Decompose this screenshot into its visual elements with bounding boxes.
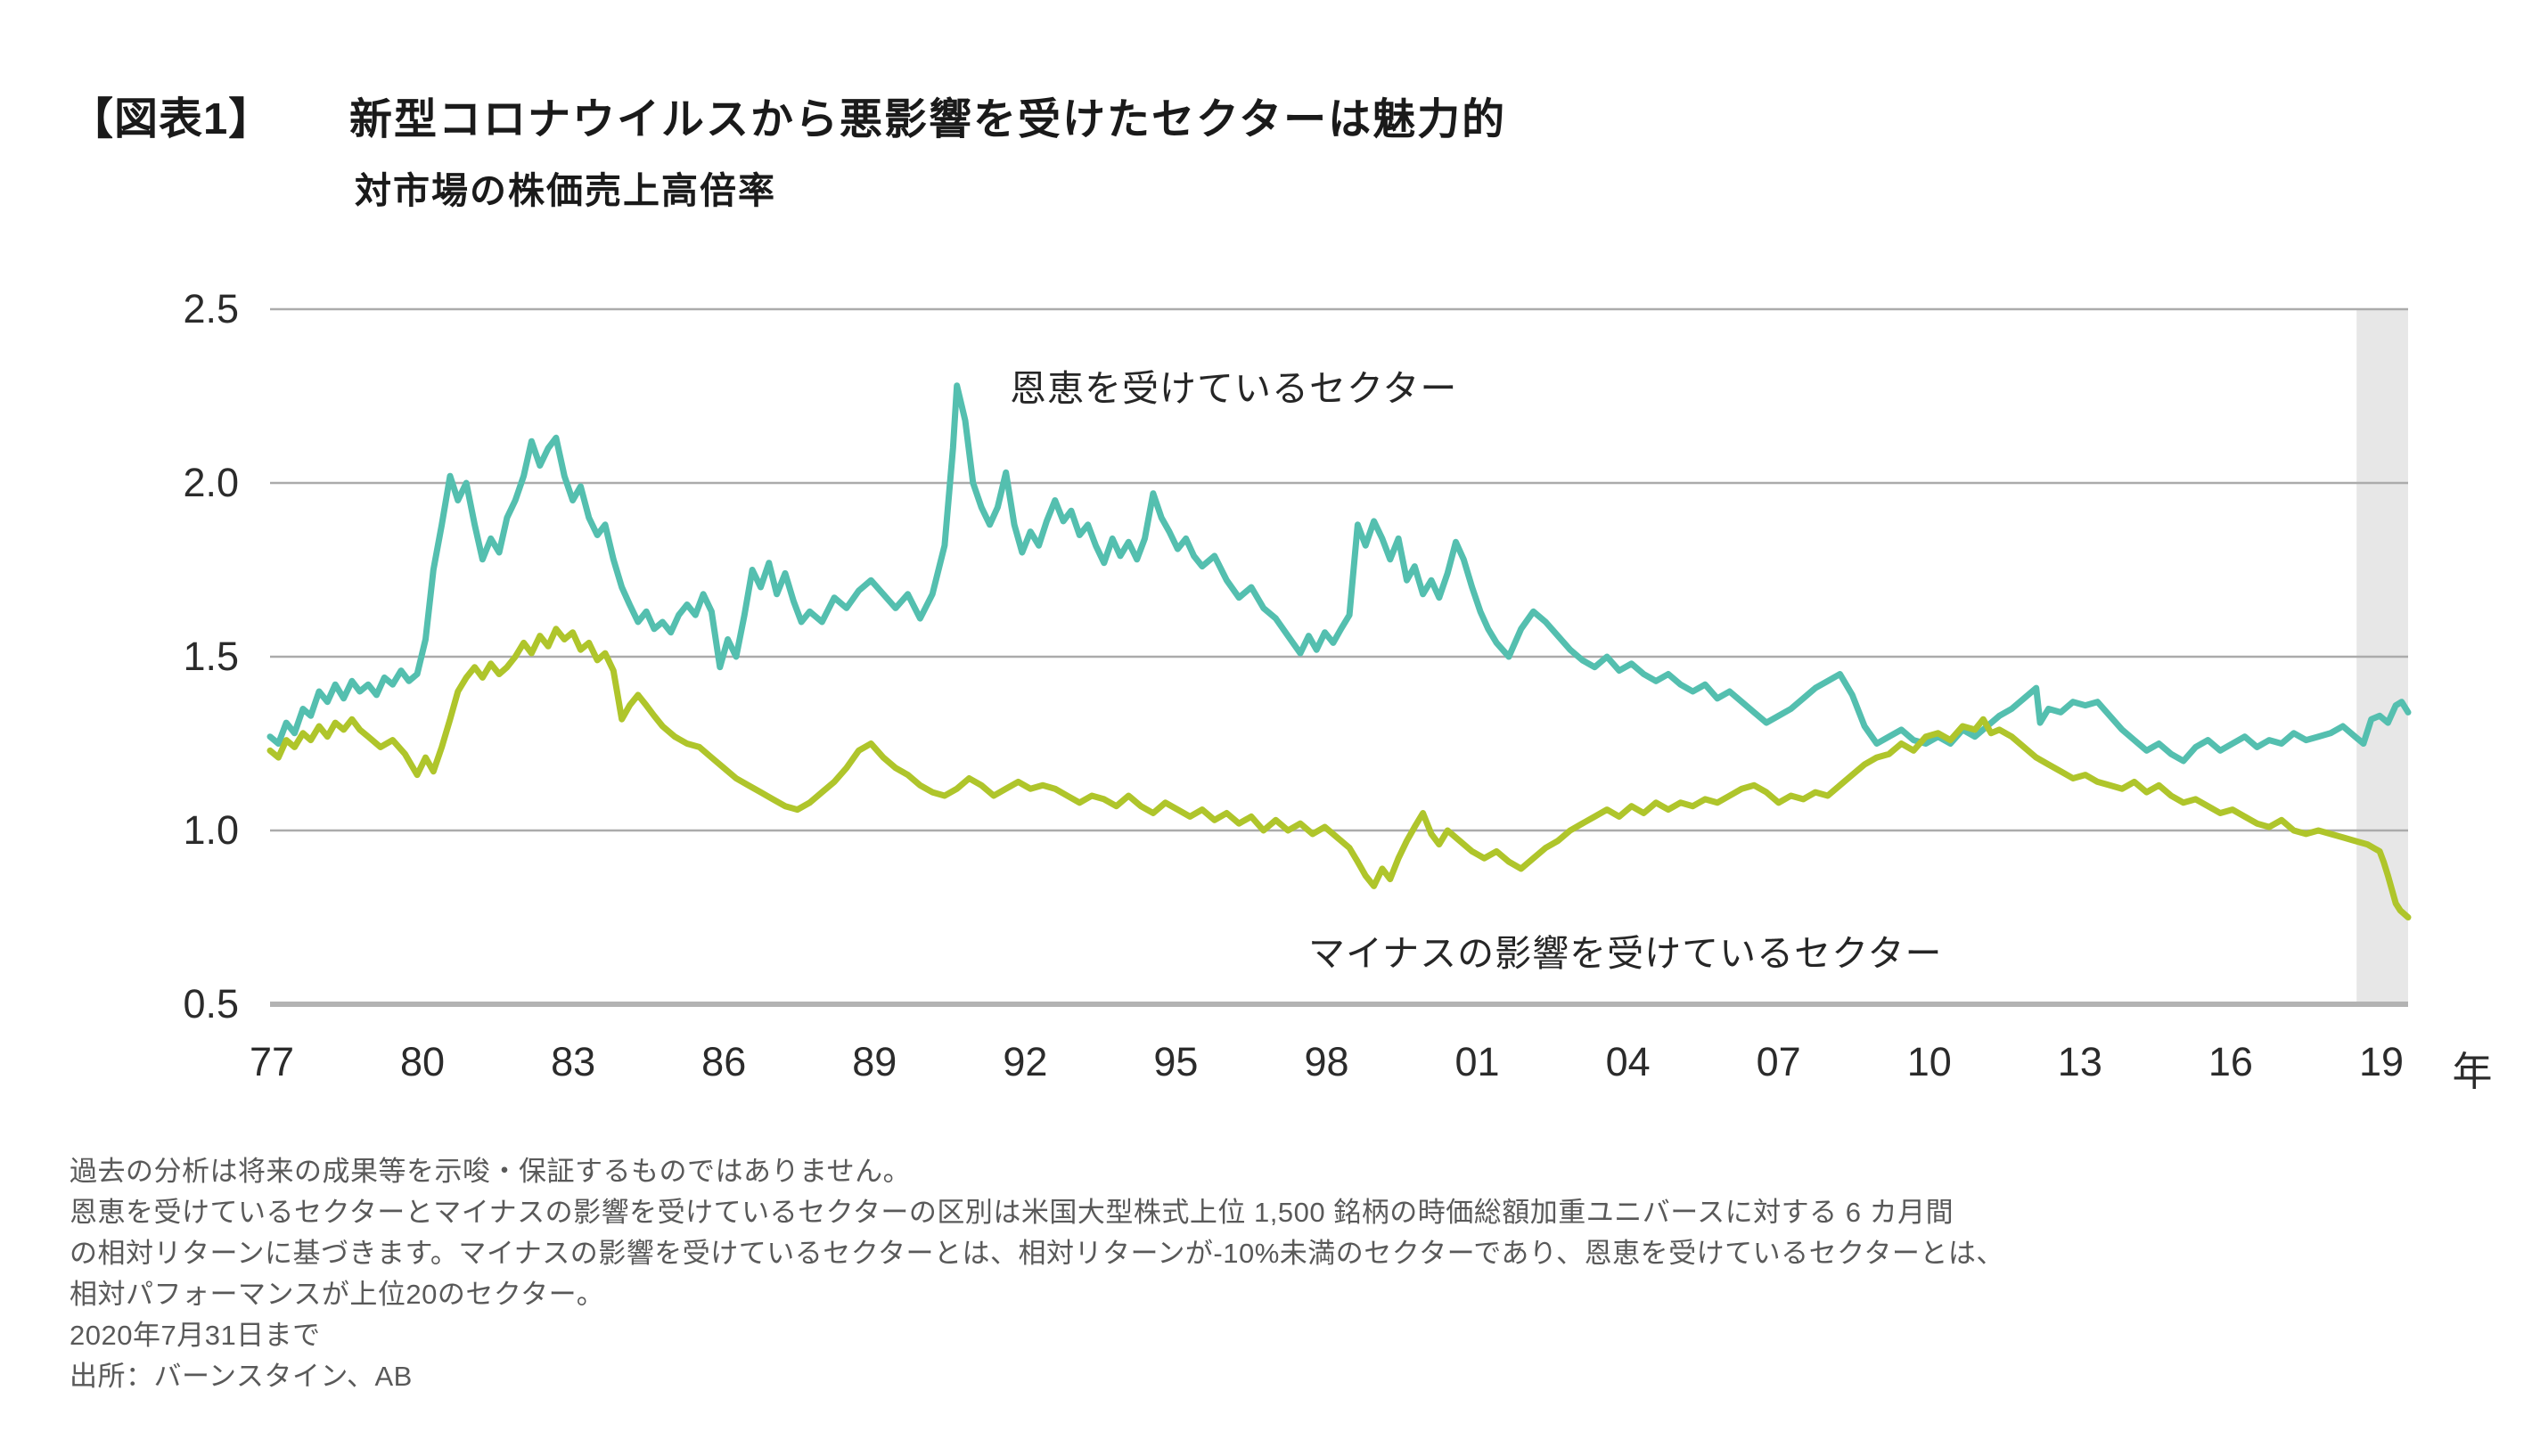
figure-number-label: 【図表1】 bbox=[70, 95, 274, 143]
footnote-methodology-3: 相対パフォーマンスが上位20のセクター。 bbox=[70, 1279, 605, 1310]
x-tick-label-83: 83 bbox=[551, 1039, 596, 1084]
x-tick-label-98: 98 bbox=[1304, 1039, 1349, 1084]
footnote-as-of-date: 2020年7月31日まで bbox=[70, 1320, 321, 1351]
chart-subtitle: 対市場の株価売上高倍率 bbox=[355, 170, 776, 211]
footnote-source: 出所：バーンスタイン、AB bbox=[70, 1361, 413, 1392]
x-tick-label-16: 16 bbox=[2208, 1039, 2253, 1084]
y-tick-label-0.5: 0.5 bbox=[183, 981, 239, 1027]
x-tick-label-13: 13 bbox=[2057, 1039, 2102, 1084]
x-tick-label-89: 89 bbox=[852, 1039, 897, 1084]
footnotes: 過去の分析は将来の成果等を示唆・保証するものではありません。 恩恵を受けているセ… bbox=[70, 1151, 2004, 1397]
x-tick-label-07: 07 bbox=[1756, 1039, 1801, 1084]
y-tick-label-2.0: 2.0 bbox=[183, 460, 239, 505]
x-tick-label-77: 77 bbox=[249, 1039, 295, 1084]
x-tick-label-95: 95 bbox=[1153, 1039, 1199, 1084]
page-title: 新型コロナウイルスから悪影響を受けたセクターは魅力的 bbox=[349, 96, 1507, 143]
x-axis-unit-label: 年 bbox=[2452, 1049, 2493, 1094]
series-label-negative: マイナスの影響を受けているセクター bbox=[1308, 933, 1943, 974]
y-tick-label-1.0: 1.0 bbox=[183, 807, 239, 853]
x-tick-label-04: 04 bbox=[1605, 1039, 1651, 1084]
benefit-sectors-line bbox=[266, 382, 2412, 765]
x-tick-label-92: 92 bbox=[1003, 1039, 1048, 1084]
x-tick-label-19: 19 bbox=[2358, 1039, 2404, 1084]
y-tick-label-2.5: 2.5 bbox=[183, 286, 239, 331]
footnote-methodology-1: 恩恵を受けているセクターとマイナスの影響を受けているセクターの区別は米国大型株式… bbox=[70, 1197, 1954, 1228]
footnote-disclaimer: 過去の分析は将来の成果等を示唆・保証するものではありません。 bbox=[70, 1156, 912, 1187]
x-tick-label-80: 80 bbox=[400, 1039, 446, 1084]
x-tick-label-10: 10 bbox=[1906, 1039, 1952, 1084]
negative-sectors-line bbox=[266, 626, 2412, 920]
footnote-methodology-2: の相対リターンに基づきます。マイナスの影響を受けているセクターとは、相対リターン… bbox=[70, 1238, 2004, 1269]
x-tick-label-01: 01 bbox=[1454, 1039, 1500, 1084]
x-tick-label-86: 86 bbox=[701, 1039, 747, 1084]
y-tick-label-1.5: 1.5 bbox=[183, 634, 239, 679]
series-label-benefit: 恩恵を受けているセクター bbox=[1010, 368, 1458, 409]
